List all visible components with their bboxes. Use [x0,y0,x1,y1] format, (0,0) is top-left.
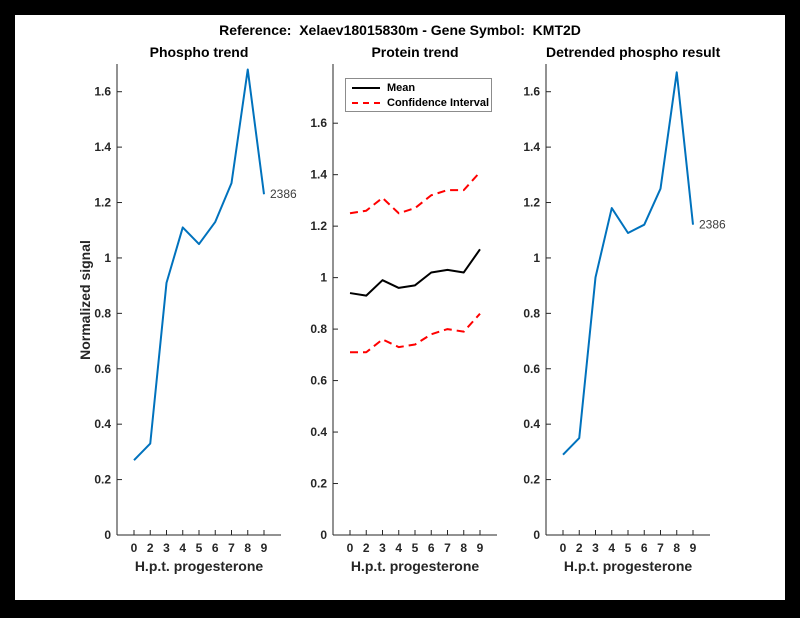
x-tick-label: 9 [690,541,697,555]
x-tick-label: 9 [477,541,484,555]
y-tick-label: 1.6 [523,85,540,99]
y-tick-label: 0.8 [523,306,540,320]
x-tick-label: 0 [347,541,354,555]
legend-label-confidence-interval: Confidence Interval [387,96,490,109]
legend-entry-confidence-interval: Confidence Interval [346,96,491,109]
x-tick-label: 7 [657,541,664,555]
y-tick-label: 0.2 [310,477,327,491]
y-tick-label: 0.8 [310,322,327,336]
x-tick-label: 7 [228,541,235,555]
x-tick-label: 2 [363,541,370,555]
x-tick-label: 6 [428,541,435,555]
series-end-annotation: 2386 [699,218,726,232]
x-axis-label-detrended: H.p.t. progesterone [563,558,693,574]
x-tick-label: 4 [395,541,402,555]
y-tick-label: 1.6 [94,85,111,99]
x-tick-label: 7 [444,541,451,555]
subplot-title-phospho: Phospho trend [149,44,249,60]
y-tick-label: 0.6 [94,362,111,376]
legend: Mean Confidence Interval [345,78,492,112]
x-tick-label: 4 [608,541,615,555]
legend-label-mean: Mean [387,81,416,94]
x-axis-label-phospho: H.p.t. progesterone [134,558,264,574]
series-end-annotation: 2386 [270,187,297,201]
subplot-title-protein: Protein trend [371,44,459,60]
y-tick-label: 1.4 [523,140,540,154]
x-tick-label: 3 [163,541,170,555]
y-tick-label: 1.2 [310,219,327,233]
x-tick-label: 2 [147,541,154,555]
subplot-phospho-trend: Phospho trend 0 0.2 0.4 0.6 0.8 1 1.2 1.4 1.6 0 2 3… [72,34,322,594]
y-tick-label: 1 [320,271,327,285]
y-tick-label: 0.4 [310,425,327,439]
protein-trend-plot: 00.20.40.60.811.21.41.60 2 3 4 5 6 7 8 9 [310,64,497,555]
x-tick-label: 9 [261,541,268,555]
x-tick-label: 4 [179,541,186,555]
x-tick-label: 8 [673,541,680,555]
mean-line-sample-icon [352,86,380,89]
phospho-line [133,68,265,461]
x-tick-label: 3 [592,541,599,555]
x-tick-label: 5 [196,541,203,555]
x-tick-label: 6 [212,541,219,555]
y-tick-label: 1 [104,251,111,265]
y-tick-label: 0.2 [94,473,111,487]
y-tick-label: 1.6 [310,116,327,130]
ci-lower-line [350,312,481,354]
legend-entry-mean: Mean [346,81,491,94]
y-tick-label: 1.2 [523,196,540,210]
y-tick-label: 0 [104,528,111,542]
figure-title: Reference: Xelaev18015830m - Gene Symbol… [219,22,581,38]
subplot-protein-trend: Protein trend 0 0.2 0.4 0.6 0.8 1 1.2 1.4 1.6 0 2 3… [288,34,538,594]
detrended-line [562,71,694,456]
y-tick-label: 0.8 [94,306,111,320]
y-tick-label: 0.4 [94,417,111,431]
x-tick-label: 3 [379,541,386,555]
y-tick-label: 0.4 [523,417,540,431]
x-tick-label: 0 [560,541,567,555]
y-tick-label: 1.4 [94,140,111,154]
y-tick-label: 0 [533,528,540,542]
y-tick-label: 1 [533,251,540,265]
subplot-detrended-phospho: Detrended phospho result 0 0.2 0.4 0.6 0.8 1 1… [501,34,751,594]
ci-line-sample-icon [352,101,380,104]
ci-upper-line [349,171,481,215]
y-tick-label: 0.2 [523,473,540,487]
mean-line [349,248,481,297]
x-tick-label: 8 [460,541,467,555]
x-tick-label: 2 [576,541,583,555]
y-tick-label: 0.6 [523,362,540,376]
y-tick-label: 1.2 [94,196,111,210]
x-tick-label: 5 [625,541,632,555]
figure-canvas: Reference: Xelaev18015830m - Gene Symbol… [15,15,785,600]
x-axis-label-protein: H.p.t. progesterone [350,558,480,574]
y-tick-label: 1.4 [310,168,327,182]
x-tick-label: 8 [244,541,251,555]
subplot-title-detrended: Detrended phospho result [546,44,721,60]
x-tick-label: 0 [131,541,138,555]
y-tick-label: 0.6 [310,374,327,388]
x-tick-label: 5 [412,541,419,555]
y-tick-label: 0 [320,528,327,542]
x-tick-label: 6 [641,541,648,555]
